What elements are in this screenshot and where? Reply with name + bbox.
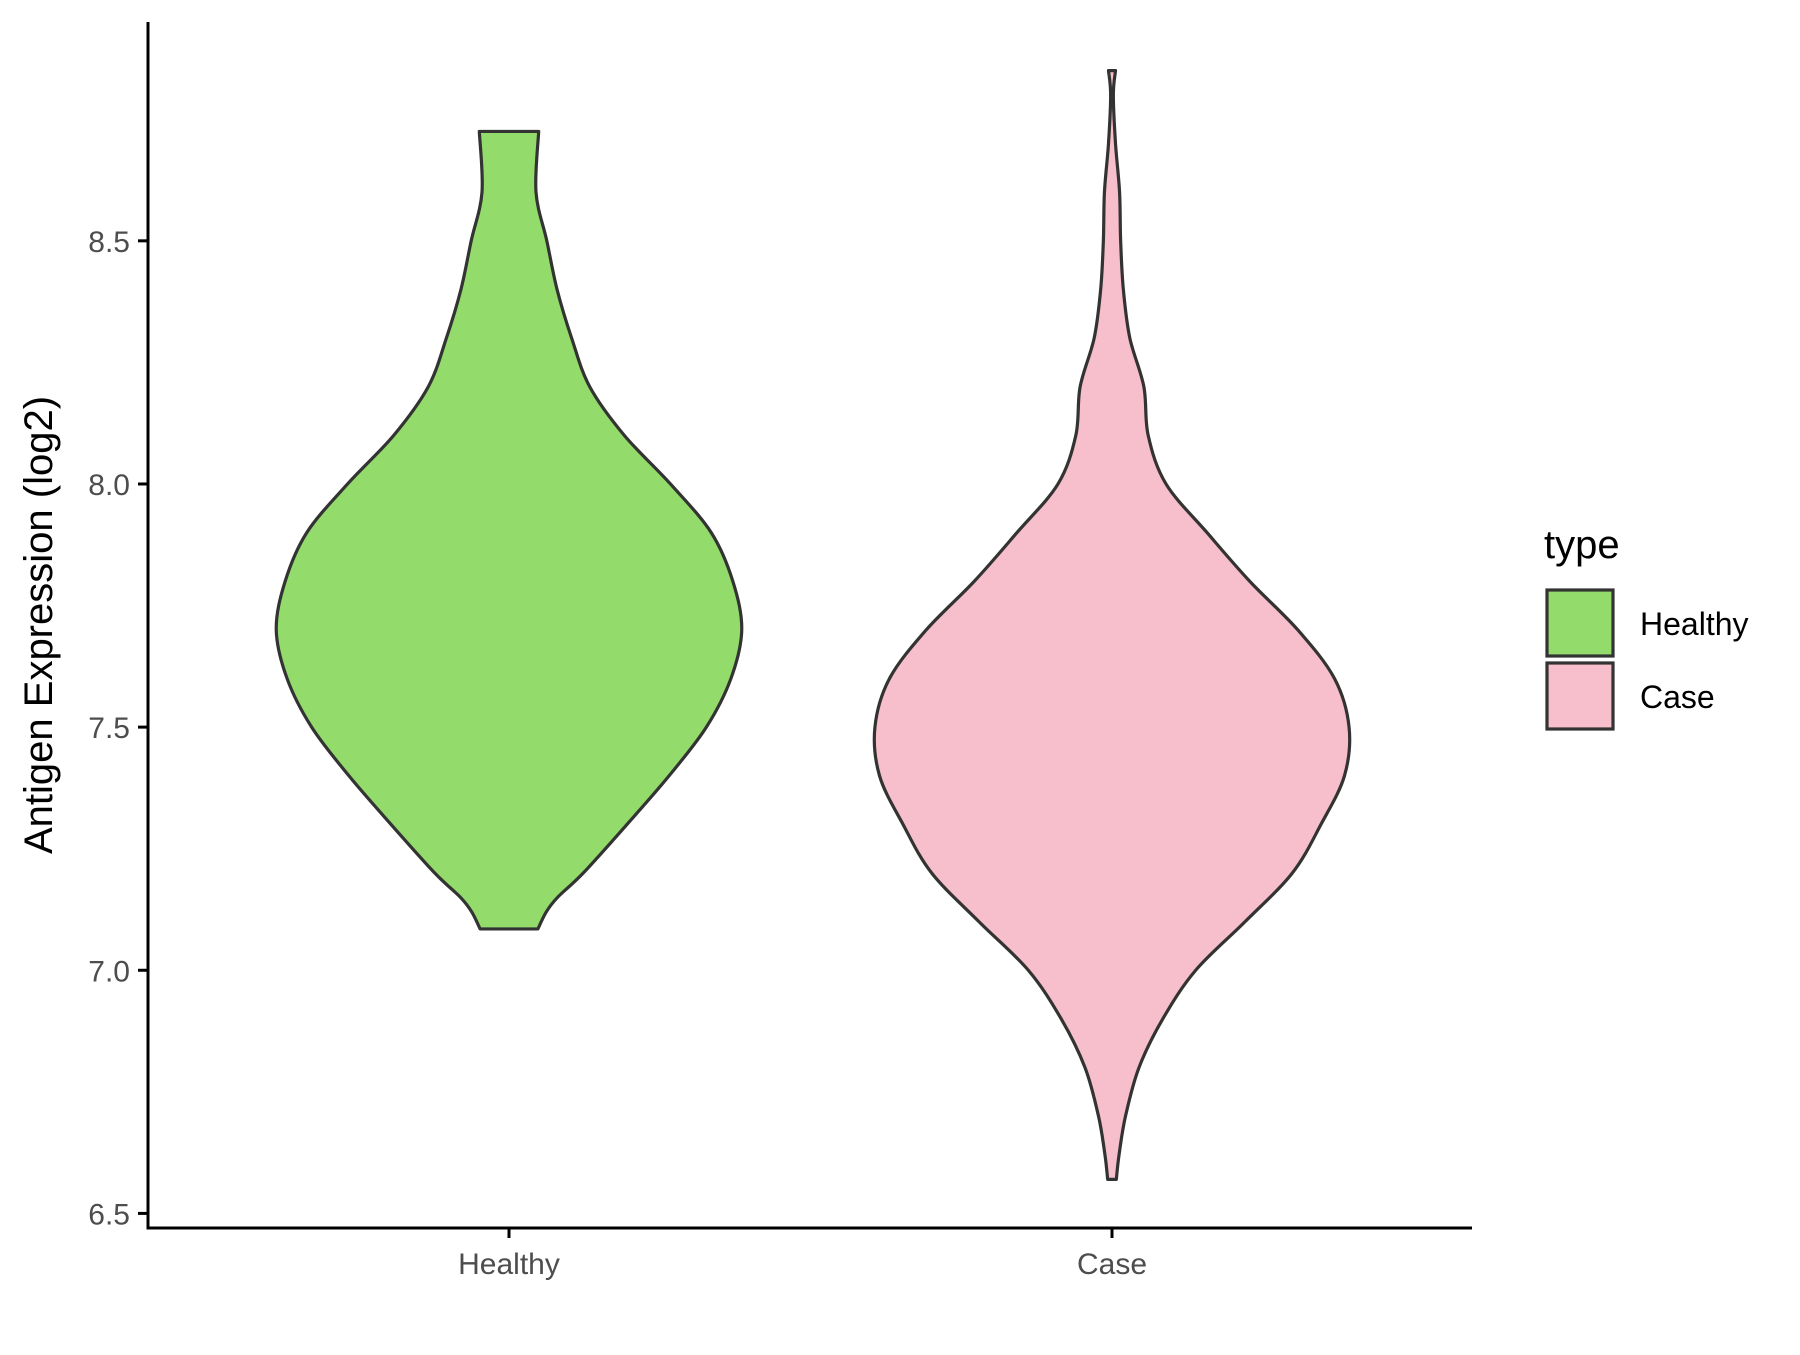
y-axis-title: Antigen Expression (log2) — [17, 396, 61, 854]
violin-case — [872, 69, 1352, 1181]
legend-label-case: Case — [1640, 679, 1715, 715]
legend-entries: Healthy Case — [1545, 588, 1749, 731]
violin-healthy — [274, 129, 744, 931]
y-tick-label: 8.0 — [88, 469, 130, 502]
violins-layer — [274, 69, 1352, 1181]
x-tick-label: Healthy — [458, 1248, 560, 1281]
y-tick-label: 7.5 — [88, 712, 130, 745]
x-tick-label: Case — [1077, 1248, 1147, 1281]
legend-title: type — [1544, 523, 1620, 567]
y-tick-label: 6.5 — [88, 1198, 130, 1231]
legend-swatch-case — [1545, 661, 1615, 731]
legend-label-healthy: Healthy — [1640, 606, 1749, 642]
legend: type Healthy Case — [1544, 523, 1749, 731]
y-tick-label: 7.0 — [88, 955, 130, 988]
y-tick-label: 8.5 — [88, 226, 130, 259]
y-axis-ticks: 6.5 7.0 7.5 8.0 8.5 — [88, 226, 148, 1231]
x-axis-ticks: Healthy Case — [458, 1228, 1147, 1281]
legend-swatch-healthy — [1545, 588, 1615, 658]
axes-layer: 6.5 7.0 7.5 8.0 8.5 Healthy Case — [88, 22, 1472, 1281]
